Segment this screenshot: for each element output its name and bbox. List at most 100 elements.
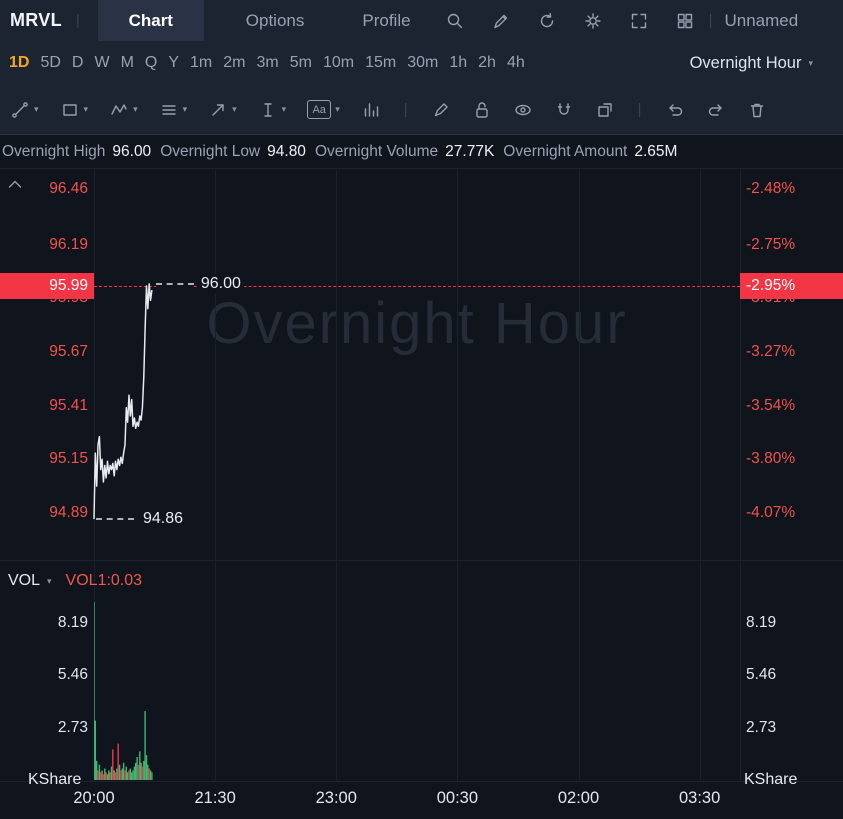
timeframe-1m[interactable]: 1m bbox=[190, 54, 213, 71]
lock-tool-button[interactable] bbox=[472, 100, 492, 120]
divider: | bbox=[75, 12, 80, 29]
price-line-chart[interactable] bbox=[93, 170, 740, 560]
timeframe-y[interactable]: Y bbox=[168, 54, 180, 71]
timeframe-2m[interactable]: 2m bbox=[223, 54, 246, 71]
timeframe-5d[interactable]: 5D bbox=[40, 54, 61, 71]
bar-pattern-tool-button[interactable] bbox=[361, 100, 381, 120]
chevron-down-icon[interactable]: ▾ bbox=[83, 104, 89, 114]
divider: | bbox=[403, 101, 408, 118]
volume-indicator-header: VOL ▾ VOL1:0.03 bbox=[0, 566, 142, 596]
popout-tool-button[interactable] bbox=[595, 100, 615, 120]
tab-options[interactable]: Options bbox=[245, 10, 305, 30]
timeframe-1h[interactable]: 1h bbox=[449, 54, 468, 71]
brush-tool-button[interactable] bbox=[431, 100, 451, 120]
timeframe-d[interactable]: D bbox=[71, 54, 84, 71]
timeframe-w[interactable]: W bbox=[94, 54, 110, 71]
chevron-down-icon[interactable]: ▾ bbox=[133, 104, 138, 114]
trash-icon bbox=[750, 103, 763, 117]
layout-grid-icon[interactable] bbox=[675, 11, 695, 31]
timeframe-3m[interactable]: 3m bbox=[256, 54, 279, 71]
session-selector[interactable]: Overnight Hour ▾ bbox=[690, 54, 813, 73]
bar-pattern-icon bbox=[364, 102, 378, 117]
undo-button[interactable] bbox=[665, 100, 685, 120]
settings-icon[interactable] bbox=[583, 11, 603, 31]
refresh-icon[interactable] bbox=[537, 11, 557, 31]
layout-name-label[interactable]: Unnamed bbox=[724, 10, 799, 30]
volume-indicator-name[interactable]: VOL bbox=[8, 572, 41, 589]
chevron-down-icon[interactable]: ▾ bbox=[232, 104, 237, 114]
arrow-icon bbox=[212, 103, 224, 116]
grid-line-vertical bbox=[740, 170, 741, 781]
delete-drawings-button[interactable] bbox=[747, 100, 767, 120]
timeframe-10m[interactable]: 10m bbox=[322, 54, 355, 71]
stat-value: 2.65M bbox=[634, 142, 678, 160]
unlock-icon bbox=[475, 101, 488, 118]
time-axis-label: 03:30 bbox=[678, 789, 721, 807]
price-axis-label: 95.67 bbox=[49, 343, 88, 360]
session-stats-bar: Overnight High 96.00 Overnight Low 94.80… bbox=[0, 135, 843, 168]
screener-icon[interactable] bbox=[445, 11, 465, 31]
tab-profile[interactable]: Profile bbox=[362, 10, 411, 30]
wave-pattern-tool-button[interactable]: ▾ bbox=[109, 100, 138, 120]
volume-axis-label: 8.19 bbox=[746, 614, 777, 632]
divider: | bbox=[637, 101, 642, 118]
timeframe-m[interactable]: M bbox=[120, 54, 134, 71]
drawing-toolbar: ▾ ▾ ▾ ▾ ▾ ▾ Aa ▾ | bbox=[0, 85, 843, 135]
tab-chart[interactable]: Chart bbox=[97, 0, 204, 41]
volume-bars-chart[interactable] bbox=[94, 600, 740, 780]
timeframe-4h[interactable]: 4h bbox=[506, 54, 525, 71]
volume-indicator-value[interactable]: VOL1:0.03 bbox=[65, 572, 143, 589]
stat-value: 96.00 bbox=[112, 142, 152, 160]
chevron-down-icon[interactable]: ▾ bbox=[281, 104, 287, 114]
percent-axis-label: -3.80% bbox=[746, 450, 796, 468]
magnet-tool-button[interactable] bbox=[554, 100, 574, 120]
parallel-lines-tool-button[interactable]: ▾ bbox=[159, 100, 188, 120]
chevron-down-icon[interactable]: ▾ bbox=[47, 575, 52, 586]
volume-axis-label: 5.46 bbox=[57, 666, 88, 684]
session-watermark: Overnight Hour bbox=[206, 291, 628, 356]
current-price-badge: 95.99 bbox=[0, 272, 94, 299]
undo-icon bbox=[668, 103, 682, 116]
eye-icon bbox=[514, 104, 531, 115]
percent-axis-label: -2.75% bbox=[746, 235, 796, 253]
timeframe-1d[interactable]: 1D bbox=[9, 54, 30, 71]
chevron-down-icon[interactable]: ▾ bbox=[34, 104, 39, 114]
timeframe-bar: 1D 5D D W M Q Y 1m 2m 3m 5m 10m 15m 30m … bbox=[0, 41, 843, 85]
parallel-lines-icon bbox=[161, 104, 176, 115]
ticker-symbol[interactable]: MRVL bbox=[10, 10, 62, 30]
price-axis-label: 96.46 bbox=[49, 179, 88, 197]
timeframe-5m[interactable]: 5m bbox=[289, 54, 312, 71]
top-navigation-bar: MRVL | Chart Options Profile | Unnamed bbox=[0, 0, 843, 41]
visibility-tool-button[interactable] bbox=[513, 100, 533, 120]
trendline-tool-button[interactable]: ▾ bbox=[10, 100, 39, 120]
redo-button[interactable] bbox=[706, 100, 726, 120]
current-percent-badge: -2.95% bbox=[740, 272, 843, 299]
redo-icon bbox=[708, 103, 722, 116]
volume-axis-label: 2.73 bbox=[57, 718, 88, 736]
chevron-down-icon[interactable]: ▾ bbox=[335, 104, 340, 114]
fullscreen-icon[interactable] bbox=[629, 11, 649, 31]
collapse-pane-icon[interactable] bbox=[8, 180, 22, 189]
timeframe-15m[interactable]: 15m bbox=[365, 54, 397, 71]
current-price-line bbox=[94, 285, 740, 287]
volume-axis-label: 2.73 bbox=[746, 718, 777, 736]
chevron-down-icon[interactable]: ▾ bbox=[182, 104, 188, 114]
pane-separator bbox=[0, 781, 843, 782]
session-selector-label: Overnight Hour bbox=[689, 53, 802, 72]
rectangle-tool-button[interactable]: ▾ bbox=[60, 100, 89, 120]
timeframe-30m[interactable]: 30m bbox=[407, 54, 439, 71]
volume-axis-label: 5.46 bbox=[746, 666, 777, 684]
time-axis-label: 20:00 bbox=[73, 789, 115, 807]
annotate-icon[interactable] bbox=[491, 11, 511, 31]
text-label-tool-button[interactable]: Aa ▾ bbox=[307, 100, 340, 119]
arrow-tool-button[interactable]: ▾ bbox=[208, 100, 237, 120]
timeframe-2h[interactable]: 2h bbox=[478, 54, 496, 71]
timeframe-q[interactable]: Q bbox=[144, 54, 158, 71]
text-cursor-tool-button[interactable]: ▾ bbox=[258, 100, 287, 120]
time-axis-label: 00:30 bbox=[436, 789, 479, 807]
percent-axis-label: -4.07% bbox=[746, 503, 796, 521]
pane-separator bbox=[0, 560, 843, 561]
time-axis-label: 21:30 bbox=[194, 789, 236, 807]
stat-label: Overnight Low bbox=[160, 142, 261, 160]
